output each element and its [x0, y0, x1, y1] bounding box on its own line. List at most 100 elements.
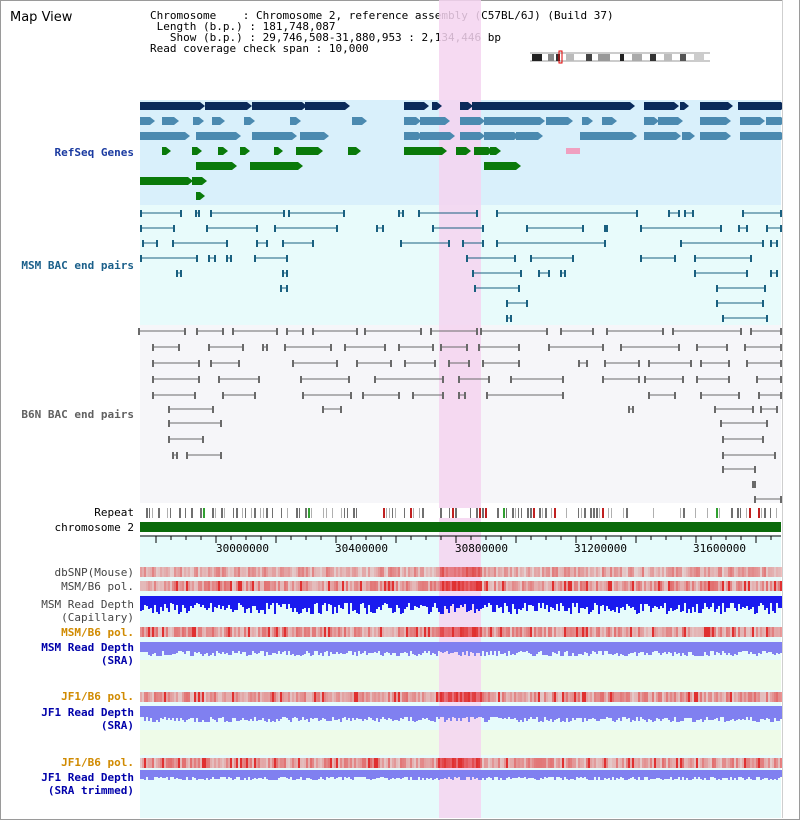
msm-b6-pol-heat-cell — [230, 581, 232, 591]
track-label-b6n-bac[interactable]: B6N BAC end pairs — [21, 408, 134, 421]
track-label-refseq[interactable]: RefSeq Genes — [54, 146, 134, 159]
jf1-b6-pol-heat-cell — [194, 692, 196, 702]
msm-depth-sra-bar — [650, 642, 652, 655]
jf1-depth-sra-bar — [166, 706, 168, 720]
track-label-dbsnp[interactable]: dbSNP(Mouse) — [54, 566, 134, 579]
msm-depth-sra-bar — [664, 642, 666, 652]
jf1-b6-pol-heat-cell — [210, 692, 212, 702]
msm-b6-pol2-heat-cell — [474, 627, 476, 637]
dbsnp-heat-cell — [410, 567, 412, 577]
msm-b6-pol2-heat-cell — [502, 627, 504, 637]
msm-depth-sra-bar — [158, 642, 160, 656]
msm-b6-pol2-heat-cell — [752, 627, 754, 637]
jf1-depth-sra-bar — [286, 706, 288, 718]
jf1-depth-sra-bar — [172, 706, 174, 718]
msm-b6-pol2-heat-cell — [266, 627, 268, 637]
msm-depth-sra-bar — [648, 642, 650, 655]
b6n-bac-pair-end — [720, 420, 722, 427]
jf1-depth-trimmed-bar — [720, 770, 722, 780]
jf1-depth-trimmed-bar — [286, 770, 288, 778]
msm-b6-pol2-heat-cell — [686, 627, 688, 637]
jf1-depth-trimmed-bar — [238, 770, 240, 777]
jf1-b6-pol-heat-cell — [426, 692, 428, 702]
msm-depth-capillary-bar — [438, 596, 440, 612]
msm-b6-pol2-heat-cell — [710, 627, 712, 637]
jf1-b6-pol-heat-cell — [390, 692, 392, 702]
msm-b6-pol-heat-cell — [630, 581, 632, 591]
repeat-element — [626, 508, 628, 518]
msm-depth-sra-bar — [468, 642, 470, 656]
jf1-depth-sra-bar — [508, 706, 510, 717]
b6n-bac-pair-end — [722, 436, 724, 443]
jf1-depth-sra-bar — [174, 706, 176, 721]
jf1-b6-pol-heat-cell — [764, 692, 766, 702]
gene-feature — [644, 132, 676, 140]
msm-depth-sra-bar — [752, 642, 754, 654]
gene-feature — [740, 117, 760, 125]
track-label-repeat[interactable]: Repeat — [94, 506, 134, 519]
jf1-depth-sra-bar — [486, 706, 488, 722]
jf1-depth-trimmed-bar — [424, 770, 426, 780]
msm-b6-pol-heat-cell — [158, 581, 160, 591]
jf1-b6-pol2-heat-cell — [238, 758, 240, 768]
dbsnp-heat-cell — [662, 567, 664, 577]
track-label-jf1-depth-trimmed[interactable]: JF1 Read Depth (SRA trimmed) — [41, 771, 134, 797]
jf1-b6-pol2-heat-cell — [672, 758, 674, 768]
track-label-jf1-depth-sra[interactable]: JF1 Read Depth (SRA) — [41, 706, 134, 732]
msm-b6-pol-heat-cell — [550, 581, 552, 591]
vertical-scrollbar[interactable] — [782, 0, 799, 818]
b6n-bac-pair-end — [486, 392, 488, 399]
dbsnp-heat-cell — [386, 567, 388, 577]
msm-depth-capillary-bar — [678, 596, 680, 605]
msm-bac-pair-end — [538, 270, 540, 277]
msm-bac-pair-end — [720, 225, 722, 232]
jf1-depth-sra-bar — [458, 706, 460, 718]
jf1-b6-pol-heat-cell — [598, 692, 600, 702]
msm-depth-sra-bar — [460, 642, 462, 656]
msm-b6-pol-heat-cell — [432, 581, 434, 591]
msm-bac-pair-end — [636, 210, 638, 217]
msm-depth-sra-bar — [702, 642, 704, 656]
jf1-depth-sra-bar — [612, 706, 614, 721]
dbsnp-heat-cell — [626, 567, 628, 577]
jf1-depth-sra-bar — [282, 706, 284, 717]
msm-depth-sra-bar — [766, 642, 768, 653]
dbsnp-heat-cell — [234, 567, 236, 577]
track-label-msm-depth-sra[interactable]: MSM Read Depth (SRA) — [41, 641, 134, 667]
jf1-depth-trimmed-bar — [408, 770, 410, 780]
track-label-jf1-b6-pol-1[interactable]: JF1/B6 pol. — [61, 690, 134, 703]
jf1-depth-sra-bar — [152, 706, 154, 722]
gene-arrow-icon — [292, 132, 297, 140]
jf1-b6-pol2-heat-cell — [594, 758, 596, 768]
msm-depth-sra-bar — [272, 642, 274, 653]
track-label-msm-depth-capillary[interactable]: MSM Read Depth (Capillary) — [41, 598, 134, 624]
track-label-msm-b6-pol-1[interactable]: MSM/B6 pol. — [61, 580, 134, 593]
jf1-depth-trimmed-bar — [488, 770, 490, 777]
msm-depth-sra-bar — [152, 642, 154, 654]
msm-depth-sra-bar — [608, 642, 610, 654]
track-label-jf1-b6-pol-2[interactable]: JF1/B6 pol. — [61, 756, 134, 769]
dbsnp-heat-cell — [506, 567, 508, 577]
jf1-depth-sra-bar — [518, 706, 520, 722]
gene-feature — [700, 102, 728, 110]
dbsnp-heat-cell — [692, 567, 694, 577]
dbsnp-heat-cell — [142, 567, 144, 577]
msm-depth-capillary-bar — [184, 596, 186, 608]
dbsnp-heat-cell — [368, 567, 370, 577]
dbsnp-heat-cell — [394, 567, 396, 577]
jf1-b6-pol-heat-cell — [206, 692, 208, 702]
jf1-depth-trimmed-bar — [266, 770, 268, 779]
jf1-b6-pol2-heat-cell — [468, 758, 470, 768]
b6n-bac-pair-end — [344, 344, 346, 351]
b6n-bac-pair-end — [760, 406, 762, 413]
b6n-bac-pair-end — [728, 360, 730, 367]
msm-depth-capillary-bar — [620, 596, 622, 608]
msm-depth-capillary-bar — [502, 596, 504, 613]
track-label-msm-bac[interactable]: MSM BAC end pairs — [21, 259, 134, 272]
dbsnp-heat-cell — [284, 567, 286, 577]
msm-depth-capillary-bar — [282, 596, 284, 604]
track-label-msm-b6-pol-2[interactable]: MSM/B6 pol. — [61, 626, 134, 639]
jf1-depth-sra-bar — [474, 706, 476, 719]
jf1-depth-trimmed-bar — [148, 770, 150, 780]
